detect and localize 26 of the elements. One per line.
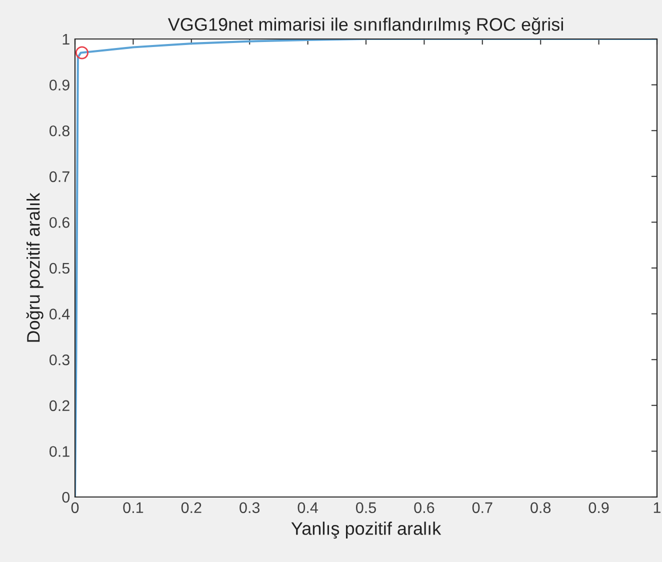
x-tick-label: 1 <box>654 502 661 513</box>
x-tick-label: 0.9 <box>588 502 609 514</box>
y-tick-label: 0.9 <box>50 80 70 90</box>
y-tick-label: 1 <box>62 34 70 45</box>
x-tick-label: 0.6 <box>414 502 434 514</box>
x-tick-label: 0.8 <box>530 502 551 514</box>
x-tick-label: 0.5 <box>356 502 376 514</box>
x-tick-label: 0.3 <box>240 502 260 514</box>
x-tick-label: 0.4 <box>298 502 318 514</box>
y-tick-label: 0.5 <box>50 262 70 274</box>
y-tick-label: 0.6 <box>50 217 70 228</box>
x-tick-label: 0.1 <box>123 502 144 514</box>
y-tick-label: 0.8 <box>50 125 70 136</box>
y-tick-label: 0.1 <box>50 446 70 457</box>
y-tick-label: 0.2 <box>50 400 70 412</box>
y-axis-title: Doğru pozitif aralık <box>26 192 44 342</box>
y-tick-label: 0.3 <box>50 354 70 366</box>
y-tick-label: 0.7 <box>50 171 70 182</box>
line-series <box>75 39 657 497</box>
chart-title: VGG19net mimarisi ile sınıflandırılmış ROC eğrisi <box>168 17 563 34</box>
x-tick-label: 0.2 <box>181 502 202 514</box>
x-axis-title: Yanlış pozitif aralık <box>291 522 442 539</box>
y-tick-label: 0 <box>62 492 70 503</box>
x-tick-label: 0 <box>71 502 79 514</box>
x-tick-label: 0.7 <box>472 502 492 514</box>
y-tick-label: 0.4 <box>50 308 70 320</box>
